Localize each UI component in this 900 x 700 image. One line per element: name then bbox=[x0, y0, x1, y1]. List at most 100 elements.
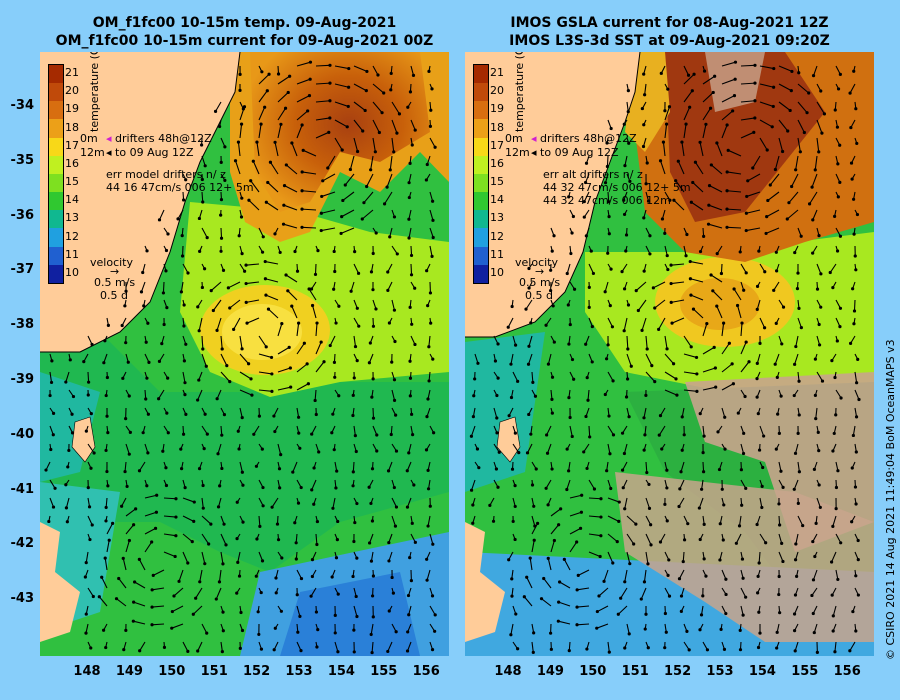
current-arrow-head bbox=[549, 268, 553, 272]
current-arrow bbox=[759, 65, 774, 70]
current-arrow bbox=[853, 299, 856, 311]
current-arrow bbox=[588, 479, 595, 490]
current-arrow-head bbox=[567, 195, 571, 199]
current-arrow-head bbox=[711, 289, 715, 293]
current-arrow bbox=[740, 82, 756, 85]
current-arrow bbox=[350, 281, 355, 292]
current-arrow-head bbox=[102, 628, 106, 632]
current-arrow-head bbox=[796, 431, 800, 435]
current-arrow-head bbox=[370, 467, 375, 471]
current-arrow-head bbox=[332, 360, 337, 364]
current-arrow-head bbox=[704, 574, 708, 578]
current-arrow-head bbox=[430, 254, 434, 258]
current-arrow-head bbox=[566, 303, 570, 307]
current-arrow bbox=[721, 95, 735, 103]
colorbar-tick-label: 18 bbox=[65, 120, 79, 134]
current-arrow-head bbox=[390, 575, 394, 580]
current-arrow-head bbox=[848, 91, 852, 95]
current-arrow bbox=[626, 335, 629, 350]
current-arrow-head bbox=[810, 185, 814, 189]
current-arrow-head bbox=[833, 650, 837, 654]
current-arrow-head bbox=[382, 91, 386, 95]
current-arrow bbox=[710, 164, 723, 175]
current-arrow bbox=[258, 106, 266, 121]
current-arrow-head bbox=[260, 559, 265, 563]
current-arrow-head bbox=[838, 234, 843, 238]
current-arrow-head bbox=[428, 504, 432, 508]
current-arrow bbox=[702, 425, 705, 437]
current-arrow-head bbox=[794, 344, 798, 349]
current-arrow-head bbox=[625, 377, 630, 381]
current-arrow-head bbox=[237, 234, 241, 238]
current-arrow-head bbox=[240, 416, 244, 420]
current-arrow bbox=[721, 110, 734, 121]
left-coastline bbox=[40, 52, 241, 353]
current-arrow-head bbox=[852, 232, 856, 236]
current-arrow-head bbox=[753, 99, 757, 103]
current-arrow bbox=[624, 155, 628, 166]
current-arrow-head bbox=[623, 164, 627, 168]
colorbar-tick-label: 20 bbox=[65, 84, 79, 98]
current-arrow-head bbox=[243, 269, 247, 273]
current-arrow-head bbox=[276, 538, 281, 542]
y-tick-label: -41 bbox=[10, 481, 35, 497]
current-arrow-head bbox=[801, 523, 805, 528]
current-arrow-head bbox=[628, 562, 632, 566]
current-arrow-head bbox=[623, 580, 627, 584]
current-arrow-head bbox=[308, 77, 312, 81]
current-arrow-head bbox=[607, 232, 611, 236]
current-arrow-head bbox=[336, 650, 340, 654]
current-arrow-head bbox=[100, 575, 104, 579]
current-arrow bbox=[759, 317, 766, 328]
current-arrow-head bbox=[382, 202, 387, 206]
current-arrow-head bbox=[715, 141, 719, 145]
current-arrow bbox=[588, 497, 602, 500]
current-arrow-head bbox=[310, 432, 314, 436]
current-arrow-head bbox=[649, 543, 653, 547]
current-arrow-head bbox=[792, 612, 797, 616]
current-arrow-head bbox=[179, 467, 184, 471]
current-arrow-head bbox=[819, 272, 823, 276]
colorbar-swatch bbox=[474, 228, 488, 247]
current-arrow-head bbox=[666, 267, 670, 272]
current-arrow bbox=[643, 407, 647, 418]
current-arrow-head bbox=[66, 465, 70, 469]
current-arrow bbox=[277, 346, 290, 355]
current-arrow-head bbox=[120, 323, 124, 328]
current-arrow-head bbox=[856, 558, 860, 562]
current-arrow-head bbox=[495, 431, 499, 435]
current-arrow bbox=[315, 64, 331, 67]
right-drifters-label: drifters 48h@12Z bbox=[540, 132, 637, 145]
current-arrow-head bbox=[183, 393, 187, 397]
current-arrow bbox=[277, 323, 283, 337]
current-arrow-head bbox=[287, 345, 291, 349]
current-arrow-head bbox=[128, 430, 132, 434]
current-arrow bbox=[125, 508, 136, 517]
left-velocity-arrow-icon: → bbox=[110, 265, 120, 278]
current-arrow bbox=[832, 515, 837, 527]
x-tick-label: 150 bbox=[158, 664, 186, 679]
current-arrow-head bbox=[609, 126, 613, 131]
current-arrow-head bbox=[718, 522, 722, 526]
current-arrow bbox=[712, 290, 723, 301]
current-arrow bbox=[277, 124, 282, 139]
current-arrow bbox=[623, 317, 628, 331]
current-arrow bbox=[774, 155, 780, 170]
current-arrow bbox=[692, 182, 704, 193]
current-arrow-head bbox=[590, 324, 594, 329]
current-arrow-head bbox=[527, 412, 531, 417]
current-arrow-head bbox=[534, 467, 538, 471]
current-arrow bbox=[296, 124, 303, 139]
current-arrow bbox=[702, 92, 714, 103]
current-arrow-head bbox=[173, 554, 177, 559]
current-arrow-head bbox=[682, 433, 686, 437]
current-arrow bbox=[144, 494, 157, 499]
current-arrow-head bbox=[375, 449, 379, 453]
current-arrow-head bbox=[351, 484, 355, 488]
current-arrow-head bbox=[810, 593, 814, 598]
current-arrow-head bbox=[815, 650, 819, 654]
current-arrow-head bbox=[522, 595, 526, 599]
current-arrow-head bbox=[707, 203, 711, 207]
current-arrow-head bbox=[850, 177, 854, 181]
current-arrow-head bbox=[351, 413, 355, 418]
